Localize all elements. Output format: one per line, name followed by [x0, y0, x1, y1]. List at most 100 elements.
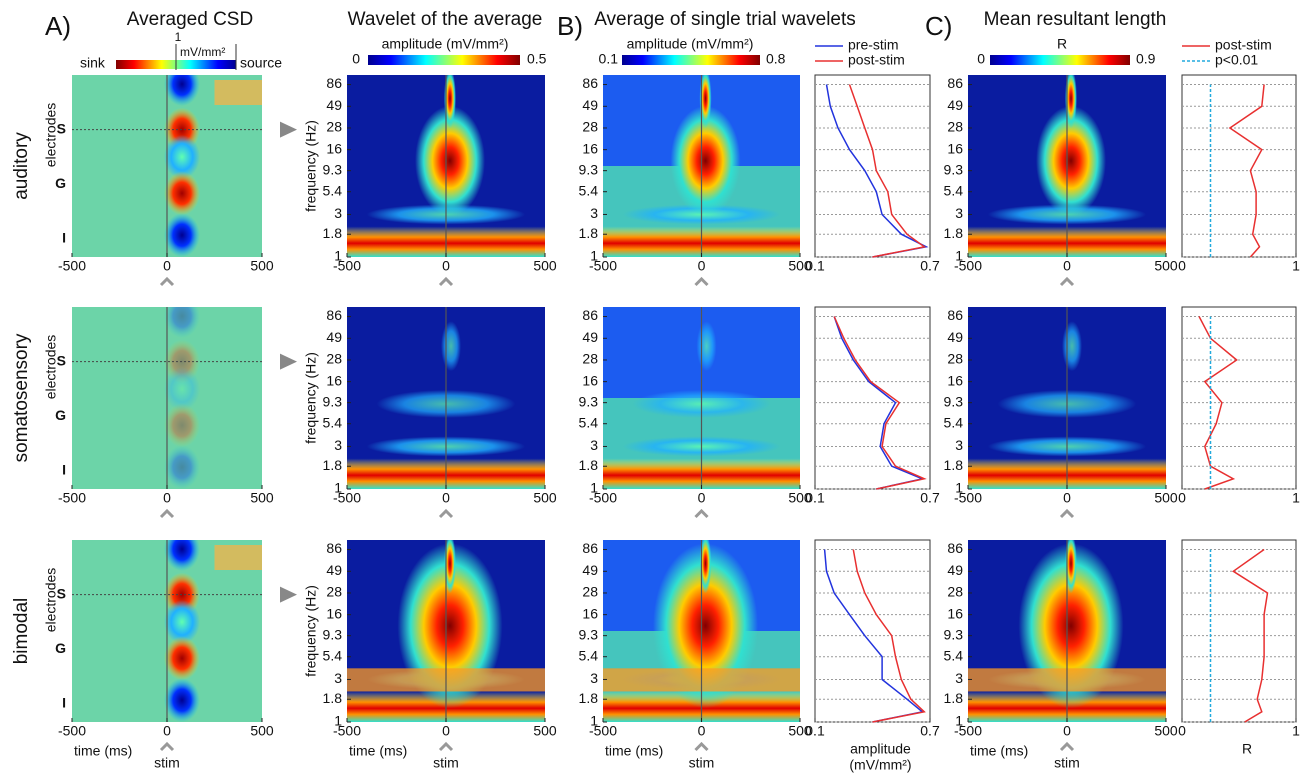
- panel-label: A): [45, 11, 71, 41]
- heatmap: [968, 540, 1166, 722]
- y-tick-label: 5.4: [944, 647, 964, 663]
- colorbar-tick: 0.5: [527, 51, 547, 67]
- heatmap-blob: [441, 321, 461, 372]
- x-tick-label: -500: [333, 258, 361, 274]
- y-tick-label: 49: [326, 329, 342, 345]
- y-tick-label: 28: [326, 351, 342, 367]
- heatmap-blob: [164, 171, 200, 216]
- x-axis-label: stim: [689, 755, 715, 771]
- y-axis-label: electrodes: [43, 103, 59, 168]
- link-arrow: [280, 353, 297, 370]
- y-tick-label: 16: [326, 605, 342, 621]
- stim-arrow: [694, 741, 709, 752]
- electrode-label: S: [57, 120, 66, 136]
- y-tick-label: 49: [326, 97, 342, 113]
- y-tick-label: 28: [582, 119, 598, 135]
- colorbar-label: amplitude (mV/mm²): [382, 36, 509, 52]
- x-tick-label: -500: [58, 258, 86, 274]
- stim-arrow: [159, 276, 175, 287]
- x-tick-label: 0: [442, 258, 450, 274]
- y-tick-label: 49: [326, 562, 342, 578]
- x-tick-label: -500: [954, 723, 982, 739]
- link-arrow: [280, 586, 297, 603]
- colorbar-tick: 0: [977, 51, 985, 67]
- legend-label: post-stim: [848, 52, 905, 68]
- colorbar-label: R: [1057, 36, 1067, 52]
- y-tick-label: 49: [582, 562, 598, 578]
- x-tick-label: 0: [442, 723, 450, 739]
- heatmap-blob: [164, 599, 200, 644]
- column-title: Mean resultant length: [984, 9, 1167, 30]
- x-tick-label: 0.1: [805, 490, 825, 506]
- y-tick-label: 16: [947, 605, 963, 621]
- x-tick-label: 0: [1178, 258, 1186, 274]
- y-tick-label: 86: [582, 75, 598, 91]
- y-tick-label: 3: [334, 670, 342, 686]
- y-tick-label: 1: [334, 713, 342, 729]
- colorbar-label: sink: [80, 55, 106, 71]
- series-line: [833, 316, 925, 490]
- series-line: [1228, 84, 1265, 258]
- y-axis-label: frequency (Hz): [303, 585, 319, 677]
- electrode-label: G: [55, 407, 66, 423]
- y-tick-label: 1: [955, 480, 963, 496]
- link-arrow: [280, 121, 297, 138]
- x-tick-label: 0.1: [805, 723, 825, 739]
- x-tick-label: 0: [1178, 490, 1186, 506]
- stim-arrow: [159, 508, 175, 519]
- y-tick-label: 49: [947, 562, 963, 578]
- y-tick-label: 16: [326, 140, 342, 156]
- y-tick-label: 16: [582, 605, 598, 621]
- heatmap-blob: [164, 307, 200, 339]
- series-line: [1198, 316, 1238, 490]
- y-tick-label: 28: [947, 351, 963, 367]
- y-tick-label: 5.4: [323, 647, 343, 663]
- y-tick-label: 49: [947, 329, 963, 345]
- y-tick-label: 1: [590, 480, 598, 496]
- heatmap-plume: [444, 540, 456, 594]
- x-tick-label: 1: [1292, 490, 1300, 506]
- x-tick-label: 500: [1154, 723, 1178, 739]
- series-line: [823, 549, 924, 723]
- panel-label: C): [925, 11, 952, 41]
- y-tick-label: 3: [590, 437, 598, 453]
- x-tick-label: 0: [1178, 723, 1186, 739]
- column-title: Average of single trial wavelets: [594, 9, 856, 30]
- y-tick-label: 3: [334, 437, 342, 453]
- colorbar-tick: 0.1: [599, 51, 619, 67]
- x-tick-label: 500: [788, 723, 812, 739]
- electrode-label: S: [57, 585, 66, 601]
- legend-label: p<0.01: [1215, 52, 1258, 68]
- x-axis-label: stim: [1054, 755, 1080, 771]
- y-tick-label: 16: [582, 372, 598, 388]
- y-tick-label: 3: [955, 670, 963, 686]
- y-tick-label: 9.3: [323, 626, 343, 642]
- electrode-label: G: [55, 640, 66, 656]
- y-tick-label: 86: [326, 540, 342, 556]
- series-line: [833, 316, 927, 490]
- x-tick-label: -500: [589, 723, 617, 739]
- y-tick-label: 5.4: [579, 182, 599, 198]
- colorbar-label: source: [240, 55, 282, 71]
- y-tick-label: 1.8: [579, 225, 599, 241]
- y-tick-label: 1.8: [323, 225, 343, 241]
- y-tick-label: 86: [947, 307, 963, 323]
- x-tick-label: -500: [58, 723, 86, 739]
- y-tick-label: 3: [590, 670, 598, 686]
- x-tick-label: 500: [788, 490, 812, 506]
- y-tick-label: 9.3: [579, 161, 599, 177]
- column-title: Averaged CSD: [127, 9, 253, 30]
- heatmap-blob: [164, 636, 200, 681]
- x-tick-label: 0.1: [805, 258, 825, 274]
- x-tick-label: 0: [698, 490, 706, 506]
- y-tick-label: 9.3: [944, 626, 964, 642]
- stim-arrow: [1059, 276, 1075, 287]
- colorbar: [622, 55, 760, 65]
- y-tick-label: 5.4: [323, 182, 343, 198]
- y-tick-label: 5.4: [579, 414, 599, 430]
- electrode-label: I: [62, 695, 66, 711]
- x-axis-label: amplitude: [850, 741, 911, 757]
- y-tick-label: 1.8: [579, 457, 599, 473]
- heatmap-bg: [214, 545, 262, 570]
- x-axis-label: stim: [433, 755, 459, 771]
